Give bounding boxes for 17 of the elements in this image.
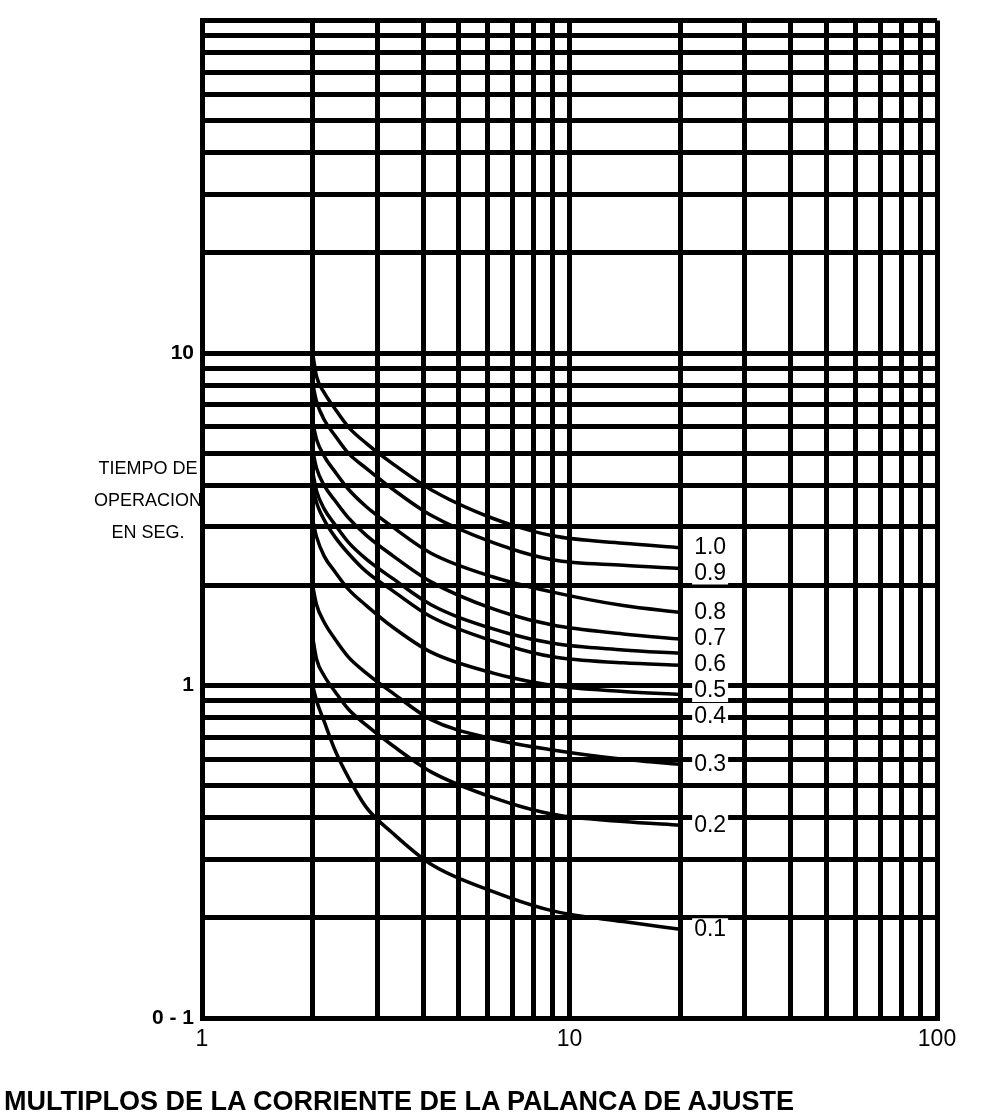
series-label: 0.7 [694,624,727,651]
series-label: 0.9 [694,558,727,585]
x-tick-label: 10 [556,1025,583,1052]
x-tick-label: 100 [917,1025,957,1052]
series-label: 0.5 [694,676,727,703]
y-tick-label: 1 [182,672,195,696]
y-tick-label: 0 - 1 [151,1004,195,1028]
x-axis-title: MULTIPLOS DE LA CORRIENTE DE LA PALANCA DE AJUSTE [4,1086,795,1116]
y-axis-title: TIEMPO DE OPERACION EN SEG. [93,457,203,544]
y-tick-label: 10 [170,339,194,363]
series-label: 0.4 [694,702,727,729]
series-label: 0.2 [694,810,727,837]
series-label: 0.6 [694,650,727,677]
series-label: 1.0 [694,532,727,559]
series-label: 0.1 [694,914,727,941]
series-label: 0.3 [694,749,727,776]
series-label: 0.8 [694,597,727,624]
